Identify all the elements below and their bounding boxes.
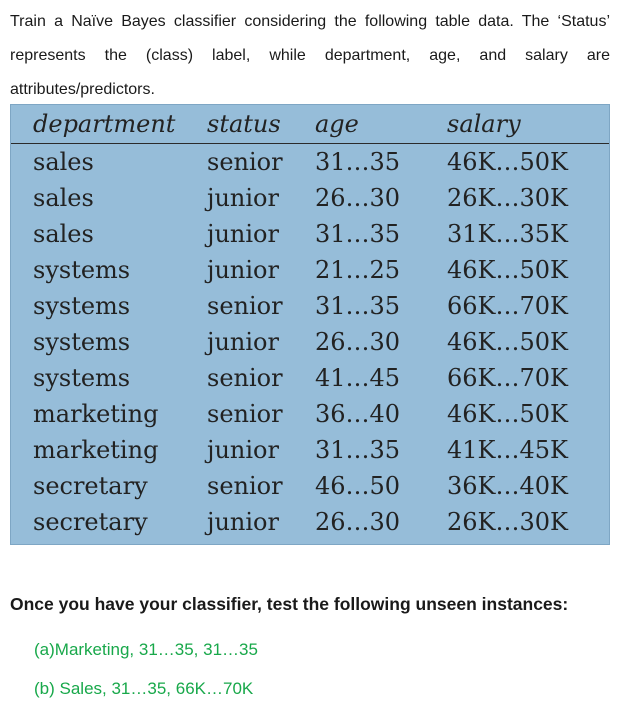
cell-age: 31…35 (315, 220, 401, 248)
cell-status: junior (207, 220, 279, 248)
cell-department: sales (33, 148, 94, 176)
table-row: secretary senior 46…50 36K…40K (11, 468, 609, 504)
cell-age: 41…45 (315, 364, 401, 392)
data-table-panel: department status age salary sales senio… (10, 104, 610, 545)
header-age: age (315, 105, 447, 144)
cell-status: senior (207, 472, 283, 500)
cell-department: secretary (33, 508, 148, 536)
cell-salary: 26K…30K (447, 184, 568, 212)
cell-status: senior (207, 292, 283, 320)
table-row: systems senior 31…35 66K…70K (11, 288, 609, 324)
cell-status: junior (207, 184, 279, 212)
cell-status: junior (207, 508, 279, 536)
cell-age: 36…40 (315, 400, 401, 428)
table-row: systems junior 21…25 46K…50K (11, 252, 609, 288)
cell-department: secretary (33, 472, 148, 500)
cell-status: junior (207, 328, 279, 356)
cell-salary: 46K…50K (447, 400, 568, 428)
training-data-table: department status age salary sales senio… (11, 105, 609, 540)
cell-age: 31…35 (315, 148, 401, 176)
table-row: sales junior 31…35 31K…35K (11, 216, 609, 252)
table-header-row: department status age salary (11, 105, 609, 144)
cell-department: marketing (33, 436, 159, 464)
cell-status: junior (207, 256, 279, 284)
test-instances-list: (a)Marketing, 31…35, 31…35 (b) Sales, 31… (34, 630, 258, 708)
header-salary: salary (447, 105, 609, 144)
cell-salary: 46K…50K (447, 256, 568, 284)
cell-salary: 46K…50K (447, 148, 568, 176)
cell-salary: 41K…45K (447, 436, 568, 464)
header-status: status (207, 105, 315, 144)
cell-age: 46…50 (315, 472, 401, 500)
cell-status: senior (207, 364, 283, 392)
cell-salary: 66K…70K (447, 292, 568, 320)
cell-department: marketing (33, 400, 159, 428)
cell-age: 31…35 (315, 292, 401, 320)
table-row: secretary junior 26…30 26K…30K (11, 504, 609, 540)
cell-department: systems (33, 328, 131, 356)
cell-status: senior (207, 400, 283, 428)
cell-department: sales (33, 184, 94, 212)
table-row: sales senior 31…35 46K…50K (11, 144, 609, 181)
cell-department: systems (33, 256, 131, 284)
header-department: department (11, 105, 207, 144)
test-instance-a: (a)Marketing, 31…35, 31…35 (34, 640, 258, 659)
cell-age: 26…30 (315, 328, 401, 356)
cell-salary: 36K…40K (447, 472, 568, 500)
cell-age: 26…30 (315, 508, 401, 536)
cell-age: 31…35 (315, 436, 401, 464)
cell-age: 21…25 (315, 256, 401, 284)
table-row: systems junior 26…30 46K…50K (11, 324, 609, 360)
cell-salary: 46K…50K (447, 328, 568, 356)
test-question-heading: Once you have your classifier, test the … (10, 594, 569, 614)
cell-salary: 66K…70K (447, 364, 568, 392)
table-row: marketing junior 31…35 41K…45K (11, 432, 609, 468)
cell-status: senior (207, 148, 283, 176)
cell-age: 26…30 (315, 184, 401, 212)
cell-department: systems (33, 292, 131, 320)
cell-department: sales (33, 220, 94, 248)
cell-department: systems (33, 364, 131, 392)
intro-paragraph: Train a Naïve Bayes classifier consideri… (10, 13, 610, 98)
table-row: marketing senior 36…40 46K…50K (11, 396, 609, 432)
table-row: sales junior 26…30 26K…30K (11, 180, 609, 216)
table-row: systems senior 41…45 66K…70K (11, 360, 609, 396)
cell-salary: 26K…30K (447, 508, 568, 536)
cell-salary: 31K…35K (447, 220, 568, 248)
test-instance-b: (b) Sales, 31…35, 66K…70K (34, 679, 254, 698)
cell-status: junior (207, 436, 279, 464)
